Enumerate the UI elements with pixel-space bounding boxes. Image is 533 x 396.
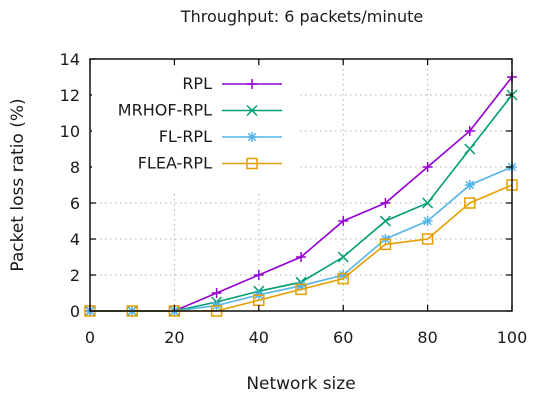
x-axis-label: Network size — [246, 374, 355, 394]
legend-swatch-marker — [246, 157, 258, 170]
data-point — [422, 162, 433, 172]
data-point — [464, 197, 476, 209]
y-tick-label: 0 — [70, 302, 80, 321]
legend-swatch-marker — [247, 132, 257, 142]
x-tick-label: 40 — [249, 328, 269, 347]
legend-label: MRHOF-RPL — [118, 101, 212, 120]
data-point — [84, 305, 96, 317]
data-point — [506, 179, 518, 191]
y-tick-label: 14 — [60, 50, 80, 69]
y-tick-label: 2 — [70, 266, 80, 285]
plot-frame — [89, 58, 513, 312]
x-tick-label: 60 — [333, 328, 353, 347]
x-tick-label: 80 — [417, 328, 437, 347]
data-point — [464, 126, 475, 136]
legend-label: RPL — [182, 74, 212, 93]
legend-label: FL-RPL — [159, 127, 212, 146]
data-point — [464, 143, 476, 155]
data-point — [338, 270, 349, 280]
legend-entry: FLEA-RPL — [138, 154, 282, 173]
data-point — [211, 288, 222, 298]
data-point — [337, 251, 349, 263]
data-point — [210, 305, 223, 317]
legend-entry: MRHOF-RPL — [118, 101, 282, 120]
chart-title: Throughput: 6 packets/minute — [180, 7, 423, 26]
legend-label: FLEA-RPL — [138, 154, 212, 173]
data-point — [168, 305, 181, 317]
axis-ticks: 0 20 40 60 80 100 0 2 4 6 8 10 12 14 — [60, 50, 528, 347]
legend-background — [92, 66, 298, 192]
y-tick-label: 8 — [70, 158, 80, 177]
data-point — [253, 294, 265, 306]
legend-swatch-marker — [246, 104, 258, 117]
x-tick-label: 100 — [497, 328, 528, 347]
data-point — [379, 215, 391, 227]
data-point — [337, 272, 349, 285]
y-tick-label: 12 — [60, 86, 80, 105]
data-point — [421, 233, 434, 245]
data-point — [422, 197, 434, 209]
data-point — [296, 252, 306, 262]
data-point — [295, 283, 307, 296]
data-point — [464, 180, 475, 190]
legend-swatch-marker — [247, 79, 257, 89]
y-tick-label: 10 — [60, 122, 80, 141]
data-point — [379, 238, 392, 251]
legend: RPL MRHOF-RPL FL-RPL FLEA-RPL — [118, 74, 282, 173]
y-axis-label: Packet loss ratio (%) — [8, 98, 28, 271]
data-point — [422, 216, 433, 226]
y-tick-label: 4 — [70, 230, 80, 249]
y-tick-label: 6 — [70, 194, 80, 213]
data-point — [380, 198, 391, 208]
x-tick-label: 20 — [164, 328, 184, 347]
data-point — [296, 280, 306, 291]
legend-entry: FL-RPL — [159, 127, 282, 146]
data-point — [253, 270, 264, 280]
data-point — [126, 305, 138, 317]
legend-entry: RPL — [182, 74, 282, 93]
data-point — [338, 216, 349, 226]
x-tick-label: 0 — [85, 328, 95, 347]
